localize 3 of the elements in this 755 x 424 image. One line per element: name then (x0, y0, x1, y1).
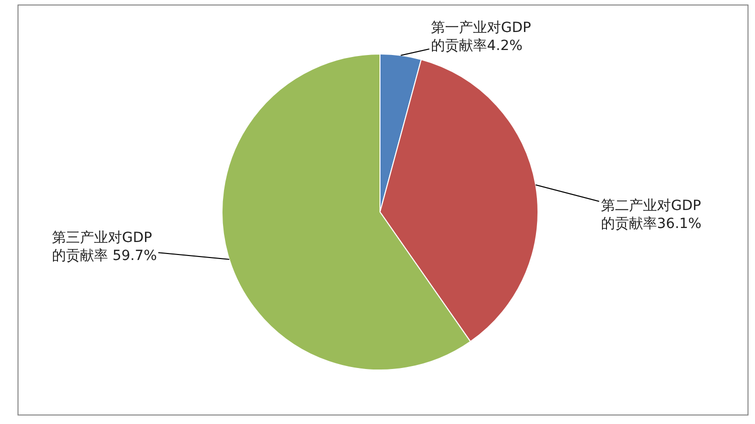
slice-label: 第二产业对GDP 的贡献率36.1% (601, 198, 702, 232)
slice-label: 第一产业对GDP 的贡献率4.2% (431, 20, 532, 54)
slice-label: 第三产业对GDP 的贡献率 59.7% (52, 230, 157, 264)
